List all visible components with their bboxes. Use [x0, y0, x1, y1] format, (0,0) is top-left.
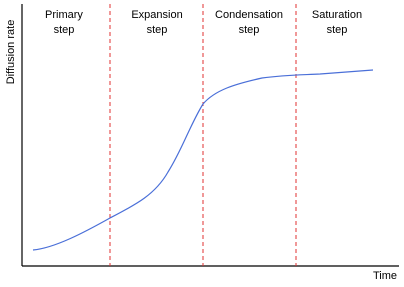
step-label: Condensation — [215, 9, 283, 21]
curve — [32, 69, 374, 251]
step-label: Saturation — [312, 9, 362, 21]
step-label: Expansion — [131, 9, 182, 21]
step-label: Primary — [45, 9, 83, 21]
step-label: step — [239, 24, 260, 36]
y-axis-label: Diffusion rate — [5, 20, 17, 85]
step-label: step — [54, 24, 75, 36]
step-label: step — [147, 24, 168, 36]
step-label: step — [327, 24, 348, 36]
step-labels: Primary step Expansion step Condensation step… — [45, 9, 362, 36]
x-axis-label: Time — [373, 270, 397, 282]
